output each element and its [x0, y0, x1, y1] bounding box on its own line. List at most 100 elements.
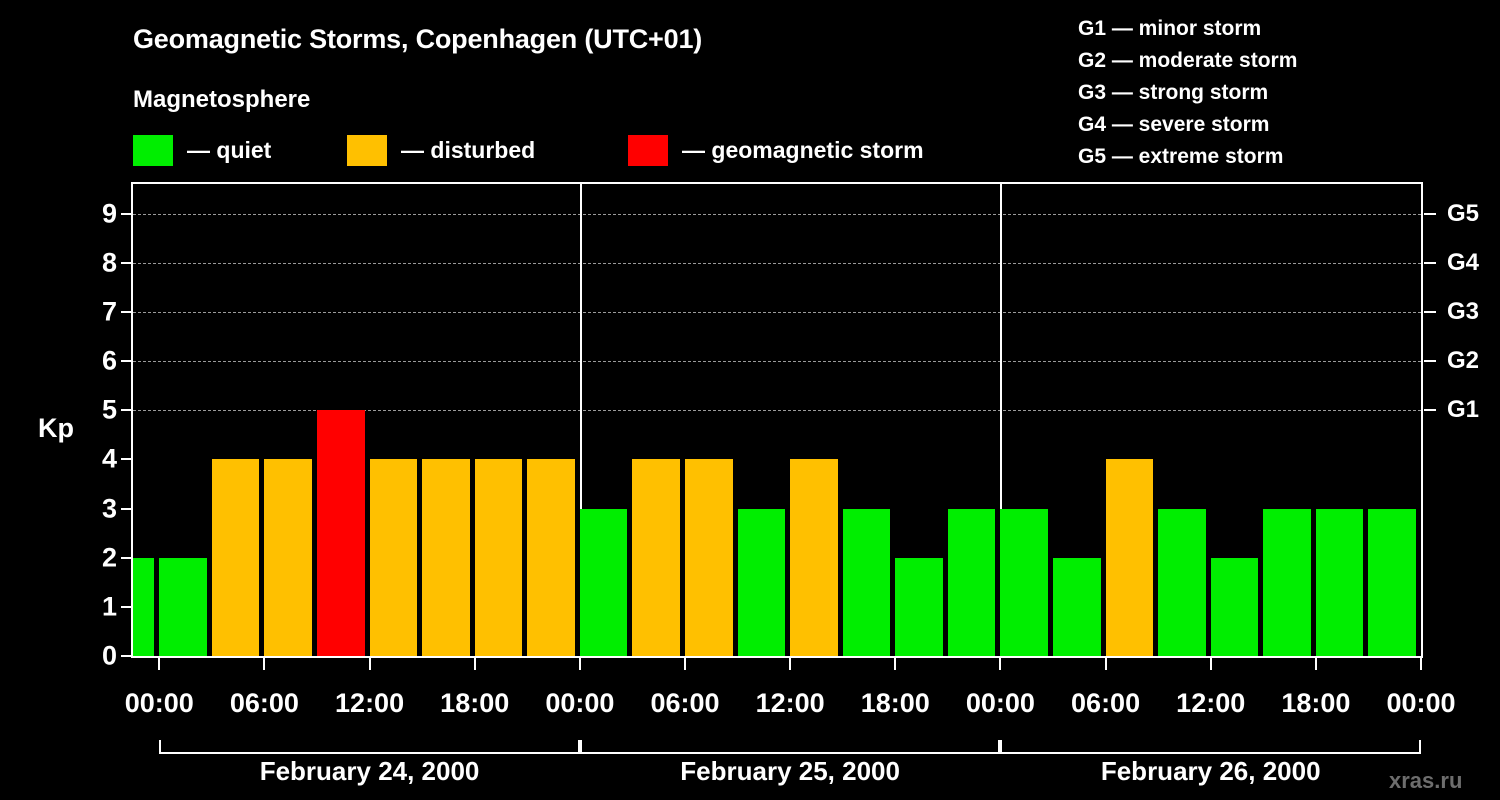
x-axis-tick-label: 18:00: [1281, 688, 1351, 718]
bar: [369, 459, 418, 656]
x-axis-tick-mark: [684, 658, 686, 670]
date-bracket: [579, 740, 1001, 754]
x-axis-tick-mark: [1420, 658, 1422, 670]
bar: [133, 557, 155, 656]
legend-item: — disturbed: [347, 134, 535, 166]
bar: [1210, 557, 1259, 656]
gridline: [133, 361, 1421, 362]
bar: [527, 459, 575, 656]
x-axis-tick-mark: [999, 658, 1002, 670]
x-axis-tick-mark: [578, 658, 581, 670]
g-scale-row: G3 — strong storm: [1078, 81, 1269, 104]
g-scale-row: G5 — extreme storm: [1078, 145, 1284, 168]
y-axis-tick-label: 5: [101, 394, 117, 425]
y-axis-tick-mark: [121, 212, 133, 215]
x-axis-tick-label: 00:00: [545, 688, 615, 718]
y-axis-tick-mark: [121, 261, 133, 264]
y-axis-tick-mark: [121, 409, 133, 412]
date-label: February 25, 2000: [680, 756, 900, 786]
x-axis-tick-label: 00:00: [965, 688, 1035, 718]
bar: [1000, 508, 1048, 656]
bar: [842, 508, 891, 656]
x-axis-tick-mark: [1104, 658, 1107, 670]
y-axis-tick-mark: [121, 655, 133, 657]
g-axis-tick-mark: [1424, 360, 1436, 362]
y-axis-tick-label: 1: [101, 591, 117, 622]
bar: [317, 410, 365, 656]
y-axis-tick-label: 0: [101, 640, 117, 671]
bar: [579, 508, 628, 656]
bar: [685, 459, 733, 656]
x-axis-tick-mark: [263, 658, 266, 670]
x-axis-tick-label: 12:00: [335, 688, 405, 718]
g-scale-legend: G1 — minor storm G2 — moderate storm G3 — …: [1078, 13, 1297, 173]
bar: [1053, 557, 1101, 656]
legend-swatch-icon: [133, 134, 173, 166]
g-axis-tick-mark: [1424, 409, 1436, 412]
y-axis-tick-label: 8: [101, 247, 117, 278]
chart-subtitle: Magnetosphere: [133, 86, 311, 113]
x-axis-tick-label: 06:00: [650, 688, 720, 718]
gridline: [133, 262, 1421, 264]
y-axis-tick-mark: [121, 458, 133, 461]
bar: [159, 557, 207, 656]
y-axis-tick-mark: [121, 507, 133, 510]
g-axis-tick-label: G3: [1447, 297, 1480, 325]
x-axis-tick-label: 12:00: [1176, 688, 1246, 718]
bar: [474, 459, 523, 656]
g-axis-tick-mark: [1424, 310, 1436, 313]
bar: [632, 459, 680, 656]
bar-series: [133, 184, 1421, 656]
y-axis-label: Kp: [38, 413, 74, 443]
x-axis-tick-label: 00:00: [1386, 688, 1456, 718]
watermark: xras.ru: [1389, 768, 1463, 793]
gridline: [133, 213, 1421, 215]
x-axis-tick-label: 18:00: [440, 688, 510, 718]
bar: [1315, 508, 1364, 656]
bar: [1263, 508, 1311, 656]
gridline: [133, 410, 1421, 412]
g-scale-row: G4 — severe storm: [1078, 113, 1270, 136]
date-label: February 24, 2000: [259, 756, 480, 786]
legend-item-label: — disturbed: [401, 136, 536, 163]
legend-swatch-icon: [347, 134, 387, 166]
y-axis-tick-label: 2: [101, 542, 117, 573]
bar: [211, 459, 260, 656]
plot-area: [131, 182, 1423, 658]
x-axis-tick-mark: [1314, 658, 1317, 670]
bar: [790, 459, 838, 656]
legend-item: — quiet: [133, 134, 271, 166]
day-separator: [1000, 184, 1003, 656]
bar: [947, 508, 996, 656]
x-axis-tick-mark: [368, 658, 371, 670]
y-axis-tick-label: 3: [101, 493, 117, 523]
legend-item-label: — geomagnetic storm: [682, 136, 924, 163]
legend-item-label: — quiet: [187, 136, 272, 163]
x-axis-tick-mark: [789, 658, 792, 670]
y-axis-tick-label: 6: [101, 345, 117, 376]
x-axis-tick-label: 06:00: [229, 688, 299, 718]
legend-item: — geomagnetic storm: [628, 134, 924, 166]
y-axis-tick-label: 7: [101, 296, 117, 327]
g-axis-tick-label: G5: [1447, 199, 1480, 227]
g-scale-row: G2 — moderate storm: [1078, 49, 1298, 72]
x-axis-tick-label: 06:00: [1071, 688, 1141, 718]
g-axis-tick-mark: [1424, 261, 1436, 264]
legend-swatch-icon: [628, 134, 668, 166]
date-bracket: [159, 740, 580, 754]
bar: [264, 459, 312, 656]
g-axis-tick-label: G2: [1447, 347, 1480, 374]
bar: [1368, 508, 1416, 656]
y-axis-tick-label: 4: [101, 443, 117, 474]
bar: [737, 508, 786, 656]
date-bracket: [1000, 740, 1421, 754]
x-axis-tick-mark: [473, 658, 476, 670]
bar: [895, 557, 943, 656]
bar: [1105, 459, 1154, 656]
gridline: [133, 311, 1421, 313]
x-axis-tick-label: 18:00: [860, 688, 930, 718]
y-axis-tick-mark: [121, 556, 133, 559]
bar: [1158, 508, 1206, 656]
page-title: Geomagnetic Storms, Copenhagen (UTC+01): [133, 24, 703, 54]
